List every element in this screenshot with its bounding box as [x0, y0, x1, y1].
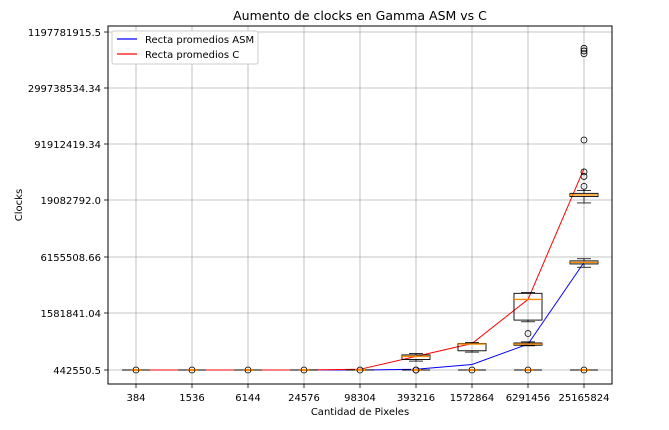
- x-tick-label-3: 24576: [288, 393, 320, 404]
- y-tick-label-2: 6155508.66: [41, 253, 101, 264]
- legend-label-c: Recta promedios C: [145, 50, 239, 61]
- box-c-3-outlier-6: [580, 44, 588, 52]
- legend: Recta promedios ASM Recta promedios C: [111, 30, 259, 65]
- x-tick-label-2: 6144: [235, 393, 260, 404]
- flat-box-outlier-8: [580, 366, 588, 374]
- grid: [108, 26, 612, 384]
- chart-title: Aumento de clocks en Gamma ASM vs C: [233, 8, 487, 23]
- box-c-3-outlier-5: [580, 47, 588, 55]
- x-tick-label-7: 6291456: [506, 393, 551, 404]
- boxplot-layer: [122, 44, 599, 374]
- box-c-3-outlier-3: [580, 136, 588, 144]
- y-tick-label-5: 299738534.34: [28, 84, 101, 95]
- x-axis: 384 1536 6144 24576 98304 393216 1572864 629145…: [126, 384, 609, 404]
- x-tick-label-0: 384: [126, 393, 145, 404]
- flat-box-outlier-7: [524, 366, 532, 374]
- flat-box-outlier-4: [356, 366, 364, 374]
- x-tick-label-4: 98304: [344, 393, 376, 404]
- y-axis-label: Clocks: [14, 189, 25, 221]
- x-tick-label-1: 1536: [179, 393, 204, 404]
- x-axis-label: Cantidad de Pixeles: [311, 407, 409, 418]
- x-tick-label-6: 1572864: [450, 393, 495, 404]
- y-tick-label-1: 1581841.04: [41, 309, 101, 320]
- box-c-3-outlier-0: [580, 182, 588, 190]
- flat-box-outlier-6: [468, 366, 476, 374]
- legend-box: [111, 30, 259, 65]
- y-tick-label-4: 91912419.34: [34, 140, 101, 151]
- box-asm-0-outlier-0: [524, 330, 532, 337]
- flat-box-outlier-3: [300, 366, 308, 374]
- x-tick-label-8: 25165824: [559, 393, 610, 404]
- flat-box-outlier-0: [132, 366, 140, 374]
- y-tick-label-0: 442550.5: [53, 366, 101, 377]
- box-c-3-outlier-4: [580, 50, 588, 58]
- box-c-3-outlier-1: [580, 173, 588, 180]
- x-tick-label-5: 393216: [397, 393, 435, 404]
- y-tick-label-3: 19082792.0: [41, 196, 101, 207]
- legend-label-asm: Recta promedios ASM: [145, 35, 254, 46]
- y-tick-label-6: 1197781915.5: [28, 28, 101, 39]
- flat-box-outlier-2: [244, 366, 252, 374]
- box-c-3-outlier-2: [580, 168, 588, 176]
- box-c-0-outlier-0: [412, 366, 420, 374]
- flat-box-outlier-1: [188, 366, 196, 374]
- y-axis: 442550.5 1581841.04 6155508.66 19082792.0 91…: [28, 28, 108, 377]
